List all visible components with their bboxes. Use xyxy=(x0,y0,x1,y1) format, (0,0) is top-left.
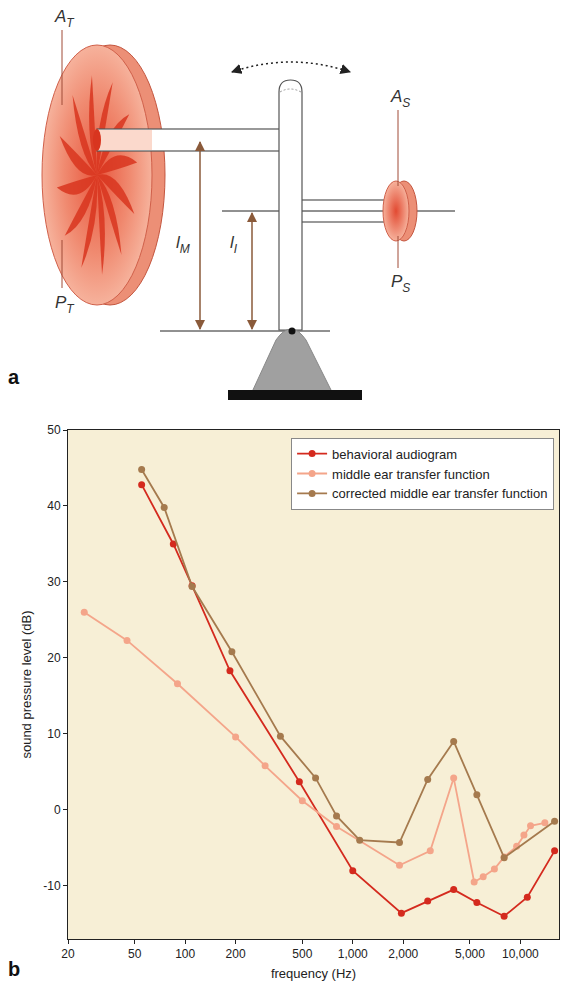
svg-text:AS: AS xyxy=(390,87,410,110)
svg-text:50: 50 xyxy=(128,947,142,961)
svg-text:50: 50 xyxy=(47,423,61,437)
svg-text:behavioral audiogram: behavioral audiogram xyxy=(332,447,457,462)
svg-text:10: 10 xyxy=(47,727,61,741)
svg-text:1,000: 1,000 xyxy=(338,947,368,961)
svg-text:AT: AT xyxy=(54,7,75,30)
svg-text:-10: -10 xyxy=(43,879,61,893)
svg-text:200: 200 xyxy=(226,947,246,961)
svg-text:500: 500 xyxy=(292,947,312,961)
svg-text:lI: lI xyxy=(230,233,238,256)
svg-text:corrected middle ear transfer: corrected middle ear transfer function xyxy=(332,486,547,501)
svg-text:5,000: 5,000 xyxy=(455,947,485,961)
svg-text:0: 0 xyxy=(54,803,61,817)
svg-text:40: 40 xyxy=(47,499,61,513)
svg-text:sound pressure level (dB): sound pressure level (dB) xyxy=(19,610,34,758)
svg-text:lM: lM xyxy=(176,233,190,256)
svg-text:10,000: 10,000 xyxy=(502,947,539,961)
html-text:a: a xyxy=(8,366,20,388)
svg-text:20: 20 xyxy=(61,947,75,961)
svg-text:PT: PT xyxy=(55,293,75,316)
html-text:b: b xyxy=(8,958,21,980)
svg-text:100: 100 xyxy=(175,947,195,961)
svg-text:frequency (Hz): frequency (Hz) xyxy=(271,966,356,981)
svg-text:2,000: 2,000 xyxy=(388,947,418,961)
svg-text:PS: PS xyxy=(391,272,410,295)
svg-text:20: 20 xyxy=(47,651,61,665)
svg-text:middle ear transfer function: middle ear transfer function xyxy=(332,467,490,482)
svg-text:30: 30 xyxy=(47,575,61,589)
